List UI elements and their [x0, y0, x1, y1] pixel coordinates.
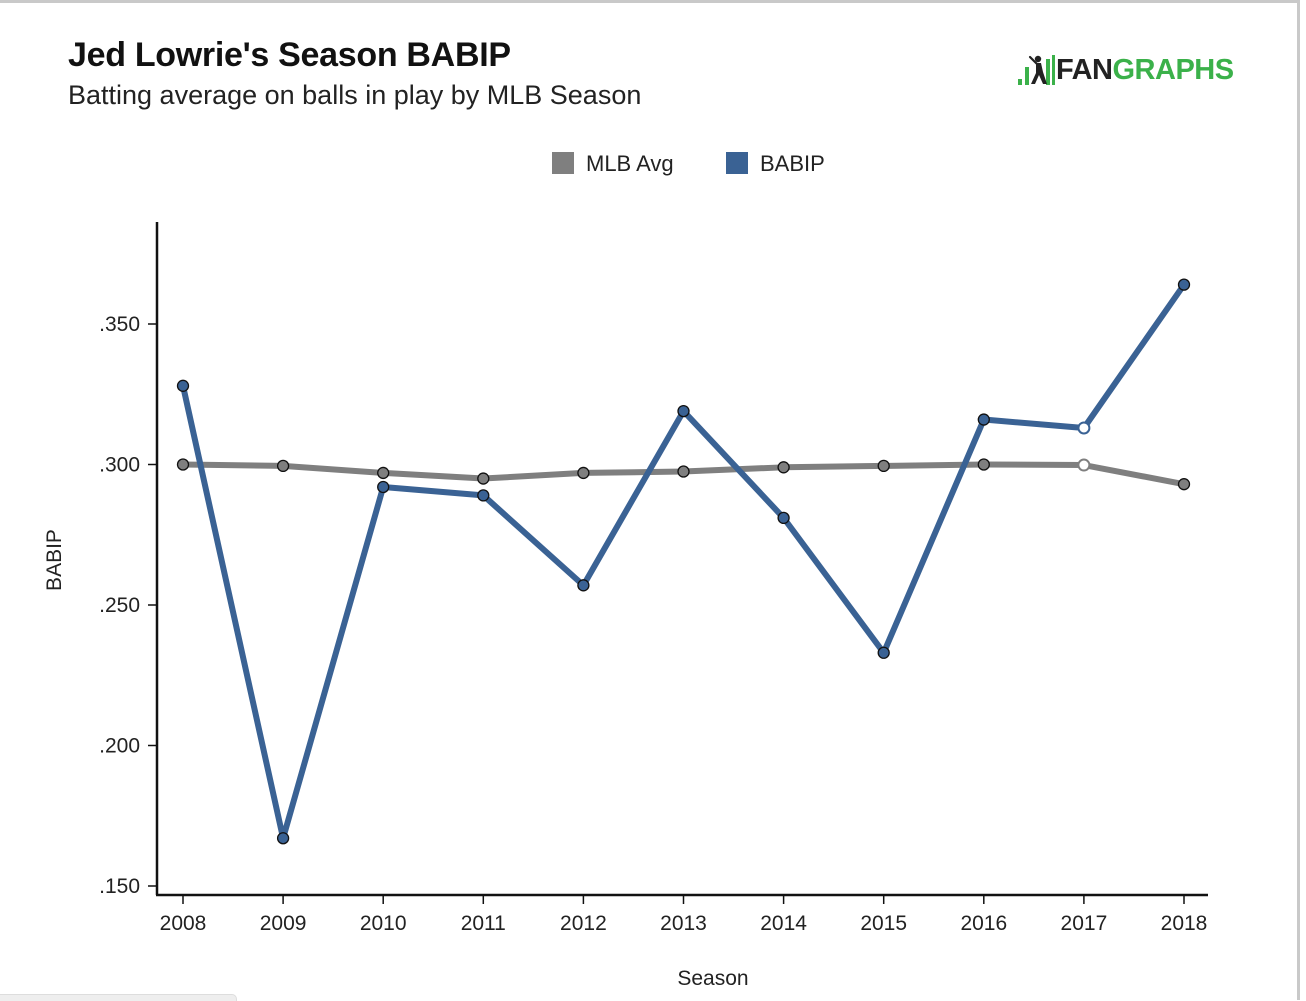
x-axis-label: Season [677, 967, 748, 990]
y-tick-label: .300 [99, 454, 140, 477]
data-point-babip[interactable] [1177, 278, 1191, 291]
data-point-babip[interactable] [577, 579, 590, 592]
data-point-mlb-avg[interactable] [977, 458, 990, 471]
legend-label-mlb-avg[interactable]: MLB Avg [586, 151, 674, 176]
data-point-babip[interactable] [276, 832, 290, 845]
y-tick-label: .250 [99, 594, 140, 617]
legend-swatch-mlb-avg[interactable] [552, 152, 574, 174]
data-point-mlb-avg[interactable] [1177, 478, 1191, 491]
data-point-mlb-avg[interactable] [777, 461, 790, 474]
x-tick-label: 2017 [1061, 912, 1108, 935]
x-tick-label: 2016 [960, 912, 1007, 935]
x-tick-label: 2011 [461, 912, 506, 935]
data-point-mlb-avg[interactable] [1077, 458, 1091, 472]
x-tick-label: 2013 [660, 912, 707, 935]
data-point-babip[interactable] [377, 480, 390, 494]
chart-subtitle: Batting average on balls in play by MLB … [68, 80, 642, 110]
data-point-babip[interactable] [1077, 421, 1091, 435]
data-point-mlb-avg[interactable] [577, 466, 590, 480]
data-point-babip[interactable] [877, 646, 890, 659]
x-tick-label: 2015 [860, 912, 907, 935]
y-tick-label: .350 [99, 313, 140, 336]
legend-swatch-babip[interactable] [726, 152, 748, 174]
data-point-mlb-avg[interactable] [176, 458, 190, 471]
x-tick-label: 2014 [760, 912, 807, 935]
data-point-babip[interactable] [176, 379, 190, 392]
data-point-mlb-avg[interactable] [377, 466, 390, 480]
x-tick-label: 2018 [1161, 912, 1208, 935]
data-point-mlb-avg[interactable] [677, 465, 690, 478]
fangraphs-logo[interactable]: FAN GRAPHS [1016, 52, 1234, 88]
chart-title: Jed Lowrie's Season BABIP [68, 36, 511, 74]
data-point-babip[interactable] [677, 404, 690, 418]
y-tick-label: .150 [99, 875, 140, 898]
y-axis-label: BABIP [43, 529, 66, 591]
x-tick-label: 2008 [160, 912, 207, 935]
x-tick-label: 2012 [560, 912, 607, 935]
data-point-babip[interactable] [777, 511, 790, 525]
data-point-babip[interactable] [477, 489, 490, 502]
data-point-mlb-avg[interactable] [477, 472, 490, 485]
x-tick-label: 2010 [360, 912, 407, 935]
fangraphs-batter-icon [1018, 55, 1055, 85]
horizontal-scrollbar[interactable] [0, 994, 237, 1001]
data-point-babip[interactable] [977, 413, 990, 426]
x-tick-label: 2009 [260, 912, 307, 935]
y-tick-label: .200 [99, 735, 140, 758]
series-line-babip [180, 281, 1187, 842]
logo-text-fan: FAN [1056, 53, 1113, 86]
data-point-mlb-avg[interactable] [276, 459, 290, 473]
logo-text-graphs: GRAPHS [1112, 53, 1235, 86]
data-point-mlb-avg[interactable] [877, 459, 890, 473]
legend-label-babip[interactable]: BABIP [760, 151, 825, 176]
